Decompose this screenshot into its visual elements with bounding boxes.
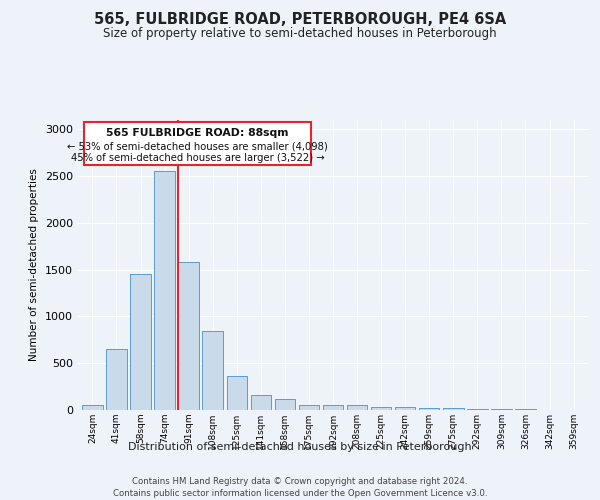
Bar bbox=[106, 349, 127, 410]
Y-axis label: Number of semi-detached properties: Number of semi-detached properties bbox=[29, 168, 40, 362]
FancyBboxPatch shape bbox=[84, 122, 311, 165]
Bar bbox=[395, 407, 415, 410]
Bar bbox=[371, 407, 391, 410]
Bar bbox=[491, 409, 512, 410]
Bar bbox=[443, 408, 464, 410]
Text: 565 FULBRIDGE ROAD: 88sqm: 565 FULBRIDGE ROAD: 88sqm bbox=[106, 128, 289, 138]
Bar bbox=[130, 274, 151, 410]
Text: ← 53% of semi-detached houses are smaller (4,098): ← 53% of semi-detached houses are smalle… bbox=[67, 141, 328, 151]
Bar bbox=[347, 406, 367, 410]
Text: 45% of semi-detached houses are larger (3,522) →: 45% of semi-detached houses are larger (… bbox=[71, 153, 325, 163]
Bar bbox=[515, 409, 536, 410]
Bar bbox=[227, 376, 247, 410]
Bar bbox=[419, 408, 439, 410]
Bar bbox=[251, 395, 271, 410]
Text: Contains public sector information licensed under the Open Government Licence v3: Contains public sector information licen… bbox=[113, 489, 487, 498]
Text: Contains HM Land Registry data © Crown copyright and database right 2024.: Contains HM Land Registry data © Crown c… bbox=[132, 478, 468, 486]
Bar bbox=[178, 262, 199, 410]
Bar bbox=[202, 332, 223, 410]
Bar bbox=[323, 406, 343, 410]
Bar bbox=[154, 172, 175, 410]
Bar bbox=[275, 399, 295, 410]
Text: 565, FULBRIDGE ROAD, PETERBOROUGH, PE4 6SA: 565, FULBRIDGE ROAD, PETERBOROUGH, PE4 6… bbox=[94, 12, 506, 28]
Bar bbox=[82, 406, 103, 410]
Bar bbox=[467, 408, 488, 410]
Text: Distribution of semi-detached houses by size in Peterborough: Distribution of semi-detached houses by … bbox=[128, 442, 472, 452]
Text: Size of property relative to semi-detached houses in Peterborough: Size of property relative to semi-detach… bbox=[103, 28, 497, 40]
Bar bbox=[299, 406, 319, 410]
